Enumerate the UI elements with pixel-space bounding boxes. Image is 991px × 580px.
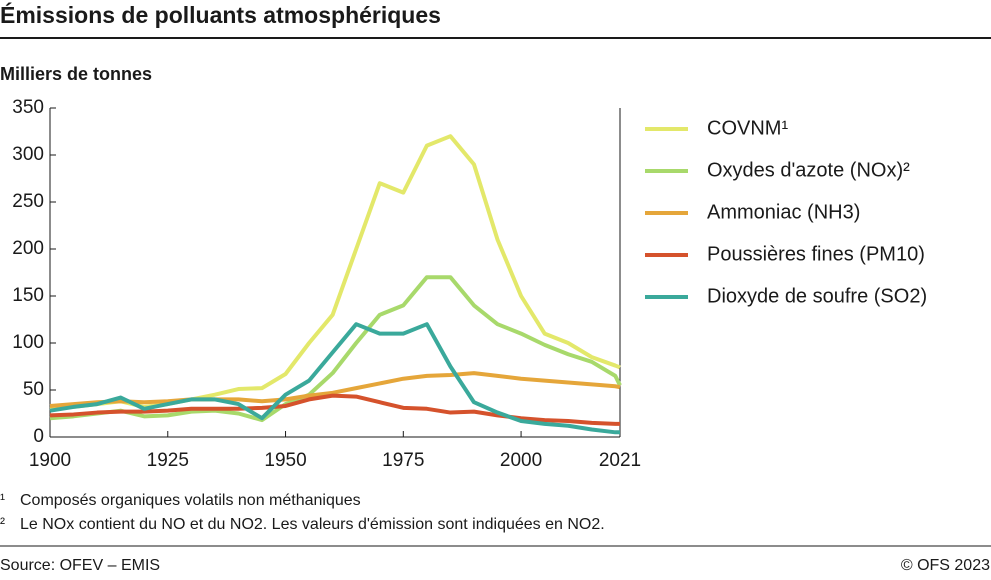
x-tick-label: 2000 xyxy=(500,450,542,471)
subtitle: Milliers de tonnes xyxy=(0,64,152,84)
legend-label: Ammoniac (NH3) xyxy=(707,201,860,223)
x-tick-label: 1950 xyxy=(264,450,306,471)
y-tick-label: 50 xyxy=(23,379,44,400)
y-tick-label: 250 xyxy=(12,191,44,212)
y-tick-label: 100 xyxy=(12,332,44,353)
footnote: Composés organiques volatils non méthani… xyxy=(20,492,361,509)
footnote: Le NOx contient du NO et du NO2. Les val… xyxy=(20,516,605,533)
legend-label: Dioxyde de soufre (SO2) xyxy=(707,285,927,307)
source: Source: OFEV – EMIS xyxy=(0,557,160,574)
footnote-marker: ² xyxy=(0,515,5,532)
series-line xyxy=(49,393,620,426)
legend-label: COVNM¹ xyxy=(707,117,788,139)
legend-label: Poussières fines (PM10) xyxy=(707,243,925,265)
y-tick-label: 0 xyxy=(33,426,44,447)
series-line xyxy=(49,322,620,435)
y-tick-label: 200 xyxy=(12,238,44,259)
chart-title: Émissions de polluants atmosphériques xyxy=(0,1,441,28)
legend-label: Oxydes d'azote (NOx)² xyxy=(707,159,910,181)
y-tick-label: 150 xyxy=(12,285,44,306)
series-line xyxy=(49,371,621,408)
x-tick-label: 1925 xyxy=(147,450,189,471)
x-tick-label: 1900 xyxy=(29,450,71,471)
y-tick-label: 350 xyxy=(12,97,44,118)
x-tick-label: 1975 xyxy=(382,450,424,471)
series-line xyxy=(49,275,622,423)
footnote-marker: ¹ xyxy=(0,491,5,508)
y-tick-label: 300 xyxy=(12,144,44,165)
copyright: © OFS 2023 xyxy=(901,557,990,574)
x-tick-label: 2021 xyxy=(599,450,641,471)
